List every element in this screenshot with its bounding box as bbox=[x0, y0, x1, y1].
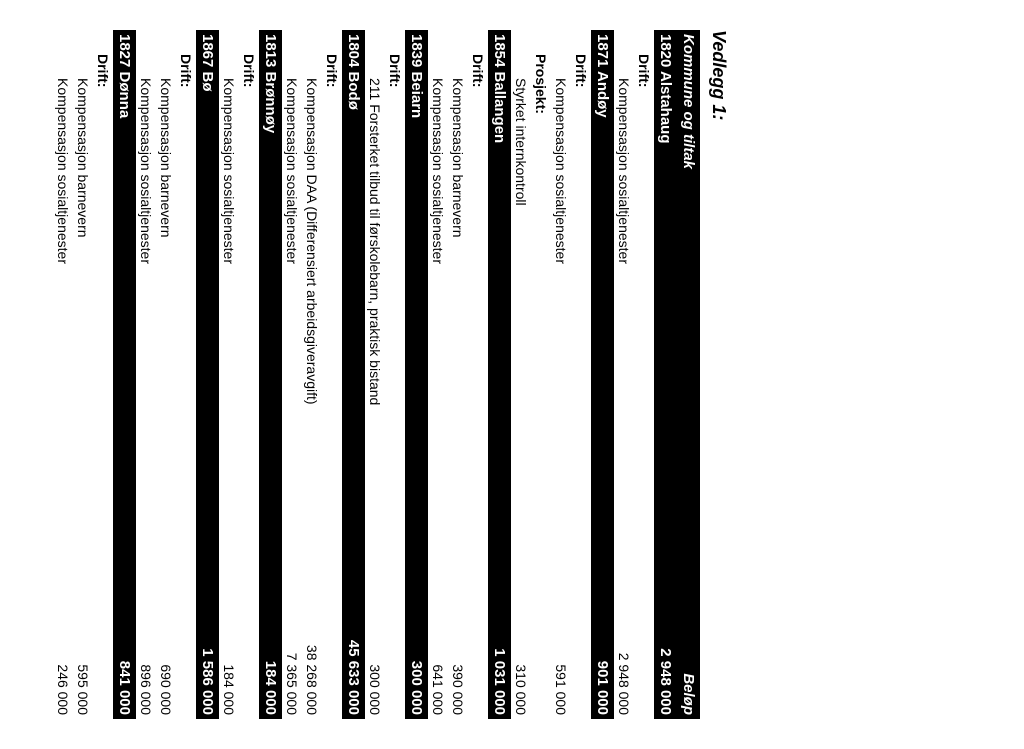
category-label: Drift: bbox=[385, 30, 405, 567]
page: Vedlegg 1: Kommune og tiltakBeløp1820 Al… bbox=[0, 0, 1024, 749]
item-row: Kompensasjon sosialtjenester246 000 bbox=[53, 30, 73, 719]
rotated-content: Vedlegg 1: Kommune og tiltakBeløp1820 Al… bbox=[0, 0, 749, 749]
item-label: Kompensasjon sosialtjenester bbox=[282, 30, 302, 567]
item-label: Kompensasjon sosialtjenester bbox=[219, 30, 239, 567]
item-row: Kompensasjon sosialtjenester2 948 000 bbox=[614, 30, 634, 719]
municipality-name: 1827 Dønna bbox=[113, 30, 136, 567]
header-col1: Kommune og tiltak bbox=[677, 30, 700, 567]
page-title: Vedlegg 1: bbox=[708, 30, 729, 719]
category-row: Drift: bbox=[239, 30, 259, 719]
category-amount bbox=[239, 567, 259, 719]
category-row: Prosjekt: bbox=[531, 30, 551, 719]
municipality-row: 1839 Beiarn300 000 bbox=[405, 30, 428, 719]
item-row: Kompensasjon sosialtjenester591 000 bbox=[551, 30, 571, 719]
category-label: Drift: bbox=[468, 30, 488, 567]
item-amount: 896 000 bbox=[136, 567, 156, 719]
item-row: Kompensasjon sosialtjenester184 000 bbox=[219, 30, 239, 719]
item-amount: 246 000 bbox=[53, 567, 73, 719]
item-row: Kompensasjon sosialtjenester896 000 bbox=[136, 30, 156, 719]
item-row: Kompensasjon barnevern595 000 bbox=[73, 30, 93, 719]
category-label: Prosjekt: bbox=[531, 30, 551, 567]
item-amount: 595 000 bbox=[73, 567, 93, 719]
category-amount bbox=[468, 567, 488, 719]
municipality-row: 1827 Dønna841 000 bbox=[113, 30, 136, 719]
municipality-row: 1804 Bodø45 633 000 bbox=[342, 30, 365, 719]
item-amount: 7 365 000 bbox=[282, 567, 302, 719]
category-amount bbox=[571, 567, 591, 719]
item-label: 211 Forsterket tilbud til førskolebarn, … bbox=[365, 30, 385, 567]
municipality-row: 1820 Alstahaug2 948 000 bbox=[654, 30, 677, 719]
category-row: Drift: bbox=[176, 30, 196, 719]
item-amount: 390 000 bbox=[448, 567, 468, 719]
item-amount: 641 000 bbox=[428, 567, 448, 719]
municipality-row: 1867 Bø1 586 000 bbox=[196, 30, 219, 719]
item-row: Styrket internkontroll310 000 bbox=[511, 30, 531, 719]
item-amount: 591 000 bbox=[551, 567, 571, 719]
category-label: Drift: bbox=[634, 30, 654, 567]
category-label: Drift: bbox=[176, 30, 196, 567]
category-row: Drift: bbox=[571, 30, 591, 719]
item-label: Kompensasjon sosialtjenester bbox=[428, 30, 448, 567]
category-label: Drift: bbox=[322, 30, 342, 567]
item-row: Kompensasjon barnevern390 000 bbox=[448, 30, 468, 719]
category-amount bbox=[385, 567, 405, 719]
municipality-total: 1 586 000 bbox=[196, 567, 219, 719]
item-row: Kompensasjon sosialtjenester641 000 bbox=[428, 30, 448, 719]
municipality-total: 1 031 000 bbox=[488, 567, 511, 719]
municipality-name: 1854 Ballangen bbox=[488, 30, 511, 567]
municipality-name: 1804 Bodø bbox=[342, 30, 365, 567]
municipality-name: 1871 Andøy bbox=[591, 30, 614, 567]
item-label: Kompensasjon sosialtjenester bbox=[136, 30, 156, 567]
item-label: Kompensasjon barnevern bbox=[448, 30, 468, 567]
municipality-row: 1854 Ballangen1 031 000 bbox=[488, 30, 511, 719]
category-label: Drift: bbox=[571, 30, 591, 567]
item-row: 211 Forsterket tilbud til førskolebarn, … bbox=[365, 30, 385, 719]
municipality-name: 1867 Bø bbox=[196, 30, 219, 567]
municipality-name: 1839 Beiarn bbox=[405, 30, 428, 567]
item-label: Styrket internkontroll bbox=[511, 30, 531, 567]
category-amount bbox=[531, 567, 551, 719]
category-row: Drift: bbox=[93, 30, 113, 719]
item-amount: 2 948 000 bbox=[614, 567, 634, 719]
item-amount: 38 268 000 bbox=[302, 567, 322, 719]
category-row: Drift: bbox=[634, 30, 654, 719]
category-amount bbox=[176, 567, 196, 719]
table-header-row: Kommune og tiltakBeløp bbox=[677, 30, 700, 719]
item-label: Kompensasjon sosialtjenester bbox=[53, 30, 73, 567]
municipality-total: 2 948 000 bbox=[654, 567, 677, 719]
item-amount: 690 000 bbox=[156, 567, 176, 719]
header-col2: Beløp bbox=[677, 567, 700, 719]
item-row: Kompensasjon barnevern690 000 bbox=[156, 30, 176, 719]
category-label: Drift: bbox=[93, 30, 113, 567]
municipality-row: 1813 Brønnøy184 000 bbox=[259, 30, 282, 719]
item-row: Kompensasjon sosialtjenester7 365 000 bbox=[282, 30, 302, 719]
item-label: Kompensasjon barnevern bbox=[73, 30, 93, 567]
municipality-total: 841 000 bbox=[113, 567, 136, 719]
category-label: Drift: bbox=[239, 30, 259, 567]
category-row: Drift: bbox=[385, 30, 405, 719]
category-row: Drift: bbox=[322, 30, 342, 719]
category-amount bbox=[634, 567, 654, 719]
municipality-name: 1820 Alstahaug bbox=[654, 30, 677, 567]
municipality-name: 1813 Brønnøy bbox=[259, 30, 282, 567]
item-amount: 300 000 bbox=[365, 567, 385, 719]
category-amount bbox=[93, 567, 113, 719]
municipality-total: 901 000 bbox=[591, 567, 614, 719]
municipality-total: 300 000 bbox=[405, 567, 428, 719]
item-row: Kompensasjon DAA (Differensiert arbeidsg… bbox=[302, 30, 322, 719]
municipality-total: 184 000 bbox=[259, 567, 282, 719]
municipality-row: 1871 Andøy901 000 bbox=[591, 30, 614, 719]
item-label: Kompensasjon DAA (Differensiert arbeidsg… bbox=[302, 30, 322, 567]
category-row: Drift: bbox=[468, 30, 488, 719]
item-amount: 310 000 bbox=[511, 567, 531, 719]
item-label: Kompensasjon sosialtjenester bbox=[551, 30, 571, 567]
item-amount: 184 000 bbox=[219, 567, 239, 719]
item-label: Kompensasjon barnevern bbox=[156, 30, 176, 567]
budget-table: Kommune og tiltakBeløp1820 Alstahaug2 94… bbox=[53, 30, 700, 719]
category-amount bbox=[322, 567, 342, 719]
item-label: Kompensasjon sosialtjenester bbox=[614, 30, 634, 567]
municipality-total: 45 633 000 bbox=[342, 567, 365, 719]
